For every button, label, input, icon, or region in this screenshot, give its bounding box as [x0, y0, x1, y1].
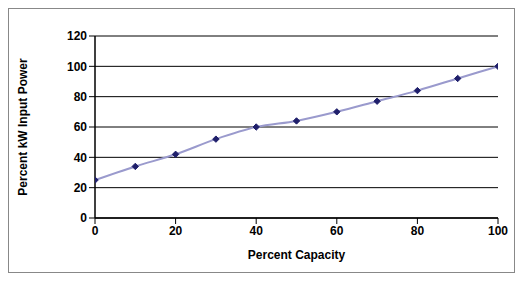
- svg-text:60: 60: [74, 120, 88, 134]
- svg-text:0: 0: [92, 224, 99, 238]
- svg-text:Percent Capacity: Percent Capacity: [248, 248, 346, 262]
- svg-text:80: 80: [74, 90, 88, 104]
- svg-text:0: 0: [80, 211, 87, 225]
- svg-text:40: 40: [250, 224, 264, 238]
- svg-text:80: 80: [411, 224, 425, 238]
- svg-text:60: 60: [330, 224, 344, 238]
- svg-text:20: 20: [74, 181, 88, 195]
- svg-text:120: 120: [67, 29, 87, 43]
- svg-text:100: 100: [67, 60, 87, 74]
- svg-text:100: 100: [488, 224, 508, 238]
- svg-text:40: 40: [74, 151, 88, 165]
- svg-text:Percent kW Input Power: Percent kW Input Power: [16, 58, 30, 196]
- svg-text:20: 20: [169, 224, 183, 238]
